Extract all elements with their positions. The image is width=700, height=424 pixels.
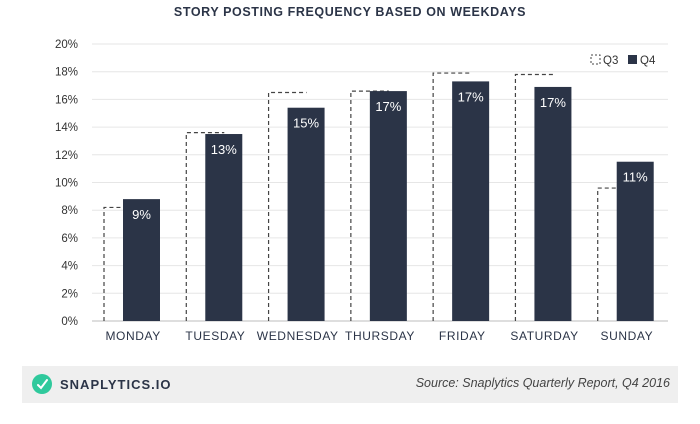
data-label: 17% — [458, 89, 484, 104]
data-label: 9% — [132, 207, 151, 222]
bar-q3-monday — [103, 206, 142, 321]
footer-bar — [22, 366, 678, 403]
data-label: 11% — [623, 170, 648, 185]
brand: SNAPLYTICS.IO — [32, 372, 171, 396]
y-tick-label: 16% — [55, 94, 78, 106]
chart-title: STORY POSTING FREQUENCY BASED ON WEEKDAY… — [174, 5, 526, 19]
y-tick-label: 2% — [61, 288, 78, 300]
x-tick-label: TUESDAY — [185, 329, 245, 343]
y-tick-label: 18% — [55, 67, 78, 79]
data-label: 15% — [293, 116, 319, 131]
bar-q4-sunday — [616, 161, 654, 321]
data-label: 17% — [375, 99, 401, 114]
x-tick-label: SUNDAY — [600, 329, 653, 343]
bar-q3-sunday — [597, 187, 636, 321]
bar-q4-wednesday — [287, 107, 325, 322]
y-tick-label: 6% — [61, 233, 78, 245]
data-label: 13% — [211, 142, 237, 157]
bar-q4-friday — [452, 81, 490, 322]
x-tick-label: SATURDAY — [510, 329, 578, 343]
legend-label-q4: Q4 — [640, 55, 656, 67]
bar-q3-saturday — [514, 73, 554, 321]
brand-name: SNAPLYTICS.IO — [60, 376, 172, 392]
y-tick-label: 12% — [55, 150, 78, 162]
source-note: Source: Snaplytics Quarterly Report, Q4 … — [415, 376, 670, 390]
legend-swatch-q3 — [590, 54, 601, 65]
x-tick-label: WEDNESDAY — [257, 329, 339, 343]
y-tick-label: 10% — [55, 178, 78, 190]
y-tick-label: 8% — [61, 205, 78, 217]
bar-q4-thursday — [369, 91, 407, 321]
bar-q3-tuesday — [185, 132, 225, 321]
bar-q3-friday — [432, 72, 472, 321]
bar-q3-wednesday — [267, 91, 307, 321]
legend-swatch-q4 — [628, 55, 637, 64]
y-tick-label: 0% — [61, 316, 78, 328]
y-tick-label: 20% — [55, 39, 78, 51]
x-tick-label: FRIDAY — [439, 329, 486, 343]
bar-q4-saturday — [534, 86, 572, 321]
y-tick-label: 14% — [55, 122, 78, 134]
bar-q4-tuesday — [205, 134, 243, 321]
bar-q4-monday — [123, 199, 160, 321]
x-tick-label: THURSDAY — [345, 329, 415, 343]
x-tick-label: MONDAY — [105, 329, 160, 343]
y-tick-label: 4% — [61, 261, 78, 273]
data-label: 17% — [540, 95, 566, 110]
legend-label-q3: Q3 — [603, 55, 618, 67]
snaplytics-logo-icon — [32, 374, 52, 394]
